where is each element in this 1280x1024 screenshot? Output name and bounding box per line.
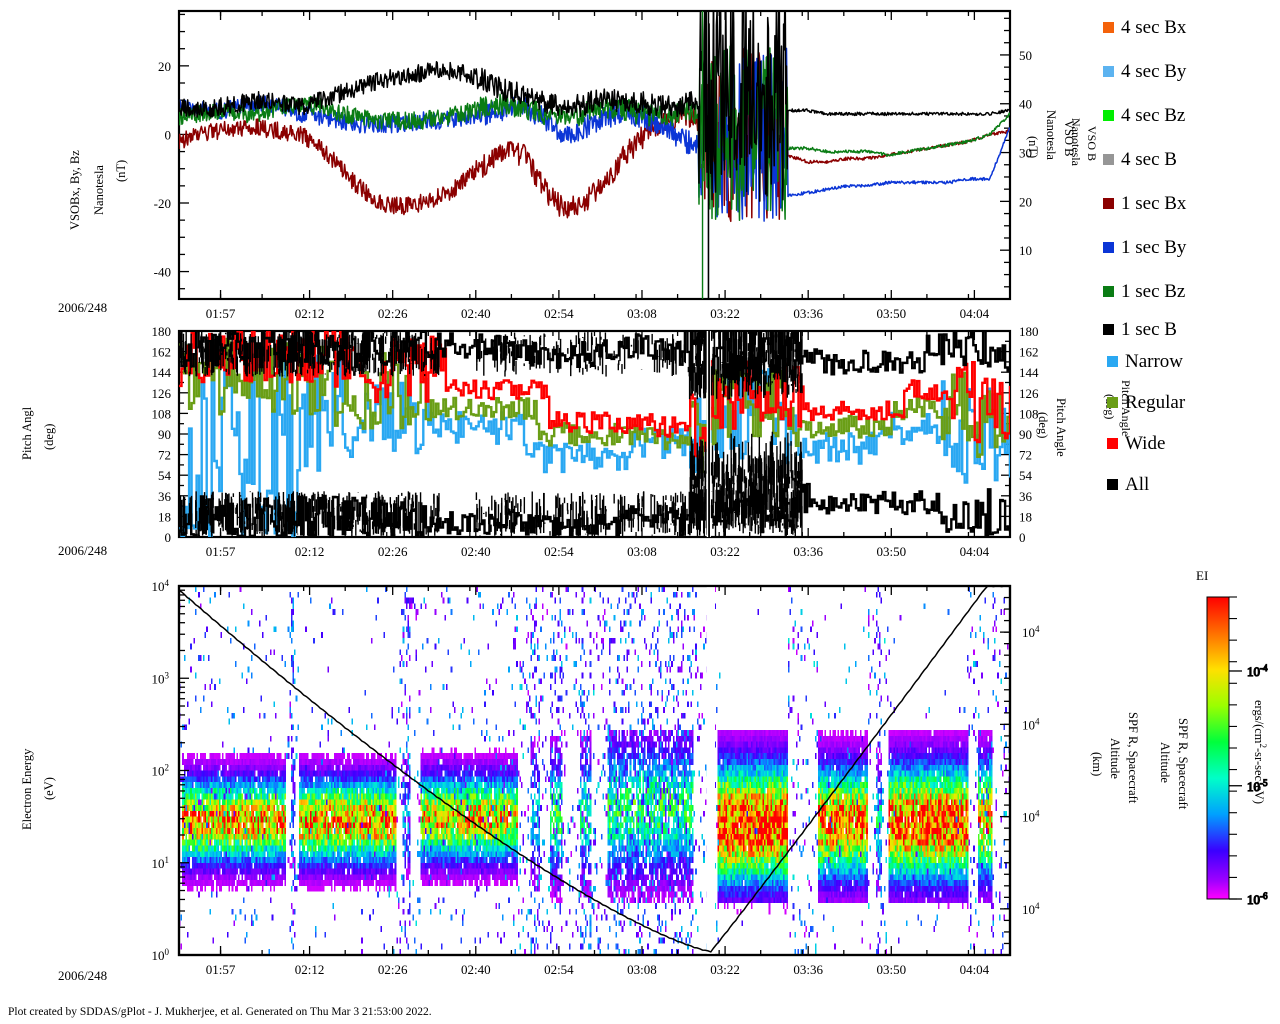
- panel-magnetic-field: [177, 9, 1012, 301]
- legend-swatch-icon: [1103, 241, 1114, 253]
- legend-item-label: Narrow: [1125, 350, 1184, 372]
- legend-item-4-sec-by[interactable]: 4 sec By: [1103, 60, 1187, 82]
- footer-credit: Plot created by SDDAS/gPlot - J. Mukherj…: [8, 1006, 432, 1018]
- legend-item-1-sec-bz[interactable]: 1 sec Bz: [1103, 280, 1186, 302]
- legend-item-label: 1 sec B: [1121, 318, 1177, 340]
- legend-item-label: 4 sec Bx: [1121, 16, 1187, 38]
- legend-item-label: 4 sec By: [1121, 60, 1187, 82]
- legend-item-label: 4 sec B: [1121, 148, 1177, 170]
- panel3-ylabel-line1: Electron Energy: [20, 748, 34, 830]
- panel1-y2label-line2: Nanotesla: [1044, 110, 1058, 160]
- panel2-date-label: 2006/248: [58, 543, 108, 558]
- legend-swatch-icon: [1103, 65, 1114, 77]
- colorbar-title: EI: [1196, 568, 1209, 583]
- panel-electron-spectrogram: [177, 584, 1012, 957]
- panel3-date-label: 2006/248: [58, 968, 108, 983]
- legend-item-label: All: [1125, 473, 1150, 495]
- legend-item-wide[interactable]: Wide: [1107, 432, 1166, 454]
- panel1-ylabel-line1: VSOBx, By, Bz: [68, 150, 82, 230]
- legend-swatch-icon: [1103, 153, 1114, 165]
- legend-swatch-icon: [1103, 109, 1114, 121]
- legend-item-label: 1 sec By: [1121, 236, 1187, 258]
- panel3-ylabel-line2: (eV): [42, 777, 56, 800]
- legend-item-label: 1 sec Bz: [1121, 280, 1186, 302]
- panel2-ylabel-line1: Pitch Angl: [20, 406, 34, 460]
- legend-swatch-icon: [1107, 396, 1118, 408]
- colorbar-units: ergs/(cm2-sr-sec-eV): [1251, 700, 1268, 804]
- panel1-ylabel-line2: Nanotesla: [92, 165, 106, 215]
- panel3-y2label-line2: Altitude: [1108, 738, 1122, 779]
- colorbar-units-text: ergs/(cm: [1251, 700, 1266, 744]
- legend-swatch-icon: [1107, 355, 1118, 367]
- legend-group-label-vso-line2: Nanotesla: [1069, 118, 1083, 166]
- legend: VSO B Nanotesla Pitch Angle (deg) 4 sec …: [1069, 0, 1280, 540]
- legend-swatch-icon: [1103, 323, 1114, 335]
- legend-item-4-sec-b[interactable]: 4 sec B: [1103, 148, 1177, 170]
- legend-item-label: Wide: [1125, 432, 1166, 454]
- legend-swatch-icon: [1107, 478, 1118, 490]
- legend-item-4-sec-bz[interactable]: 4 sec Bz: [1103, 104, 1186, 126]
- legend-item-regular[interactable]: Regular: [1107, 391, 1186, 413]
- panel2-y2label-line1: Pitch Angle: [1054, 398, 1068, 457]
- legend-item-label: 1 sec Bx: [1121, 192, 1187, 214]
- colorbar-side-label-line2: Altitude: [1158, 742, 1172, 783]
- legend-item-label: Regular: [1125, 391, 1186, 413]
- panel3-y2label-line1: SPF R, Spacecraft: [1126, 712, 1140, 804]
- panel1-ylabel-line3: (nT): [114, 159, 128, 182]
- legend-item-1-sec-b[interactable]: 1 sec B: [1103, 318, 1177, 340]
- legend-item-narrow[interactable]: Narrow: [1107, 350, 1184, 372]
- legend-swatch-icon: [1103, 21, 1114, 33]
- legend-group-label-vso-line1: VSO B: [1085, 126, 1099, 162]
- legend-item-4-sec-bx[interactable]: 4 sec Bx: [1103, 16, 1187, 38]
- legend-item-1-sec-by[interactable]: 1 sec By: [1103, 236, 1187, 258]
- panel3-y2label-line3: (km): [1090, 752, 1104, 777]
- legend-item-label: 4 sec Bz: [1121, 104, 1186, 126]
- panel1-y2label-line3: (nT): [1026, 136, 1040, 159]
- panel1-date-label: 2006/248: [58, 300, 108, 315]
- panel-pitch-angle: [177, 329, 1012, 539]
- panel2-y2label-line2: (deg): [1036, 412, 1050, 439]
- legend-item-all[interactable]: All: [1107, 473, 1150, 495]
- legend-item-1-sec-bx[interactable]: 1 sec Bx: [1103, 192, 1187, 214]
- panel2-ylabel-line2: (deg): [42, 423, 56, 450]
- legend-swatch-icon: [1107, 437, 1118, 449]
- colorbar: 10-410-510-6: [1206, 596, 1269, 908]
- legend-swatch-icon: [1103, 285, 1114, 297]
- colorbar-side-label-line1: SPF R, Spacecraft: [1176, 718, 1190, 810]
- legend-swatch-icon: [1103, 197, 1114, 209]
